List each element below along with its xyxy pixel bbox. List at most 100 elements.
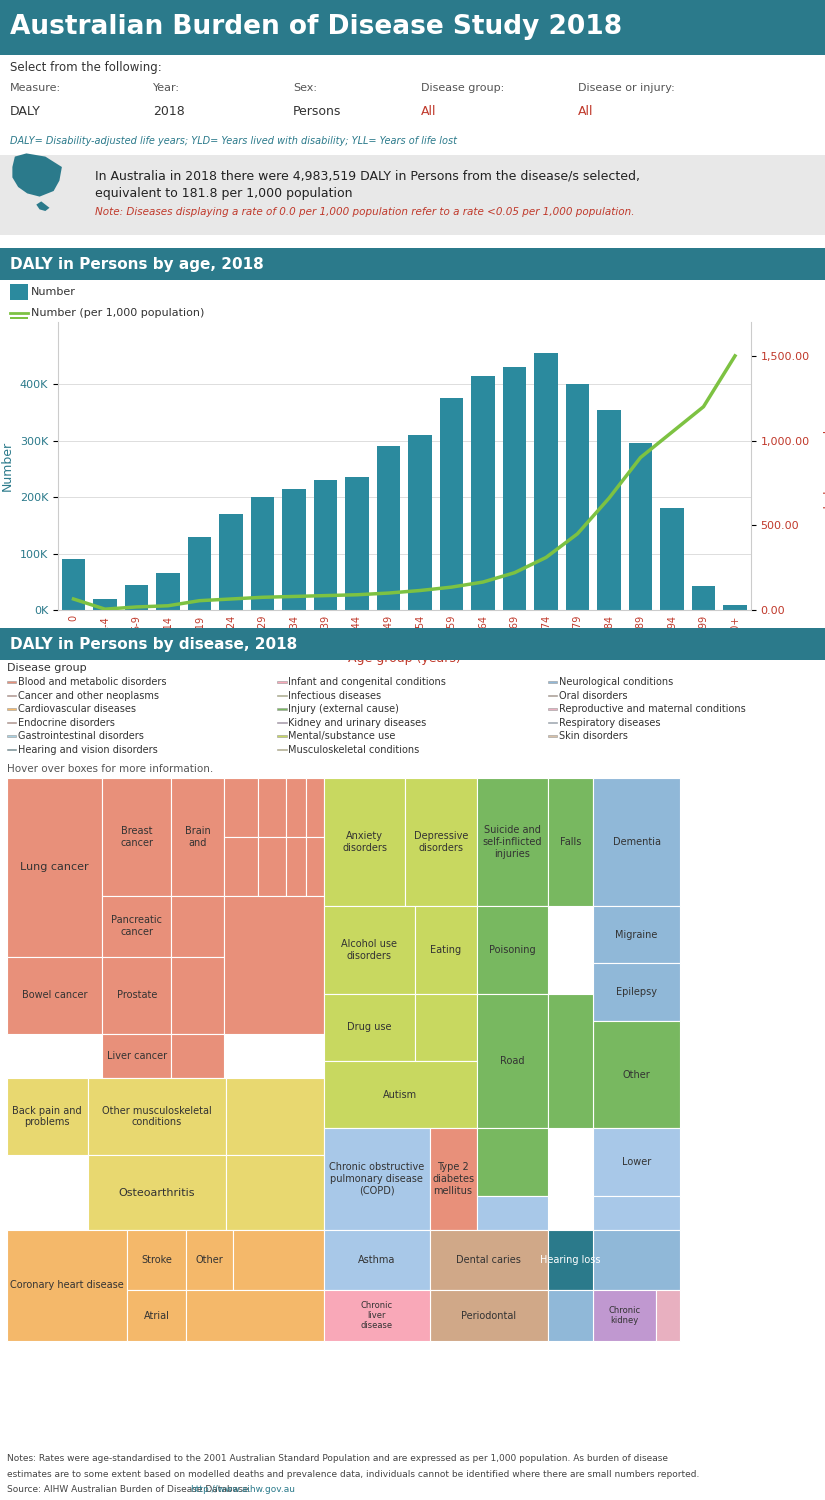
Bar — [258, 837, 285, 896]
Text: Blood and metabolic disorders: Blood and metabolic disorders — [17, 676, 166, 687]
Text: Other: Other — [196, 1256, 224, 1264]
Bar — [415, 993, 477, 1060]
Y-axis label: Number: Number — [1, 441, 14, 491]
X-axis label: Age group (years): Age group (years) — [348, 651, 460, 664]
Bar — [592, 906, 681, 963]
Bar — [566, 384, 589, 610]
Text: Other: Other — [623, 1070, 650, 1080]
Bar — [405, 778, 477, 906]
Bar — [430, 1230, 548, 1290]
Bar — [345, 477, 369, 610]
Text: Cancer and other neoplasms: Cancer and other neoplasms — [17, 690, 158, 700]
Bar — [224, 896, 324, 1034]
Bar — [156, 573, 180, 610]
Bar — [548, 993, 592, 1128]
Bar — [592, 1230, 681, 1290]
Text: Disease or injury:: Disease or injury: — [578, 82, 674, 93]
Bar — [477, 1196, 548, 1230]
Text: Osteoarthritis: Osteoarthritis — [119, 1188, 195, 1197]
Text: Periodontal: Periodontal — [461, 1311, 516, 1320]
Text: Measure:: Measure: — [10, 82, 61, 93]
Bar — [10, 316, 28, 318]
Text: Eating: Eating — [430, 945, 461, 956]
Text: Dental caries: Dental caries — [456, 1256, 521, 1264]
Text: Chronic
liver
disease: Chronic liver disease — [361, 1300, 393, 1330]
Bar — [277, 681, 287, 682]
Bar — [592, 1196, 681, 1230]
Bar — [7, 1230, 127, 1341]
Bar — [440, 398, 464, 610]
Text: Hearing loss: Hearing loss — [540, 1256, 601, 1264]
Text: Type 2
diabetes
mellitus: Type 2 diabetes mellitus — [432, 1162, 474, 1196]
Bar — [224, 778, 258, 837]
Bar — [592, 1290, 656, 1341]
Bar — [93, 598, 117, 610]
Text: Migraine: Migraine — [615, 930, 658, 939]
Text: Pancreatic
cancer: Pancreatic cancer — [111, 915, 163, 938]
Text: Endocrine disorders: Endocrine disorders — [17, 717, 115, 728]
Text: Breast
cancer: Breast cancer — [120, 827, 153, 848]
Bar — [477, 906, 548, 993]
Text: Bowel cancer: Bowel cancer — [21, 990, 87, 1000]
Text: Disease group:: Disease group: — [421, 82, 504, 93]
Bar — [548, 722, 558, 723]
Text: Autism: Autism — [384, 1090, 417, 1100]
Bar — [127, 1290, 186, 1341]
Bar — [188, 537, 211, 610]
Text: Number (per 1,000 population): Number (per 1,000 population) — [31, 308, 205, 318]
Bar — [226, 1155, 324, 1230]
Bar — [186, 1230, 233, 1290]
Text: Other musculoskeletal
conditions: Other musculoskeletal conditions — [102, 1106, 212, 1128]
Text: Cardiovascular diseases: Cardiovascular diseases — [17, 704, 135, 714]
Bar — [172, 957, 224, 1034]
Text: Lower: Lower — [622, 1156, 651, 1167]
Text: Atrial: Atrial — [144, 1311, 169, 1320]
Text: Kidney and urinary diseases: Kidney and urinary diseases — [288, 717, 427, 728]
Bar — [306, 837, 324, 896]
Text: Epilepsy: Epilepsy — [616, 987, 657, 998]
Text: DALY: DALY — [10, 105, 40, 118]
Bar — [724, 606, 747, 610]
Bar — [314, 480, 337, 610]
Bar — [102, 1034, 172, 1078]
Bar — [548, 1230, 592, 1290]
Polygon shape — [12, 153, 62, 197]
Bar — [548, 681, 558, 682]
Text: Infectious diseases: Infectious diseases — [288, 690, 381, 700]
Bar — [629, 444, 653, 610]
Text: Stroke: Stroke — [141, 1256, 172, 1264]
Bar — [535, 352, 558, 610]
Text: Skin disorders: Skin disorders — [559, 730, 628, 741]
Bar — [7, 681, 16, 682]
Text: Prostate: Prostate — [116, 990, 157, 1000]
Bar — [277, 735, 287, 736]
Bar — [592, 963, 681, 1020]
Bar — [377, 446, 400, 610]
Text: Alcohol use
disorders: Alcohol use disorders — [342, 939, 398, 960]
Text: http://www.aihw.gov.au: http://www.aihw.gov.au — [191, 1485, 295, 1494]
Text: Anxiety
disorders: Anxiety disorders — [342, 831, 387, 854]
Bar — [324, 1290, 430, 1341]
Bar — [226, 1078, 324, 1155]
Bar — [7, 735, 16, 736]
Text: Infant and congenital conditions: Infant and congenital conditions — [288, 676, 446, 687]
Text: Falls: Falls — [559, 837, 581, 848]
Bar — [548, 735, 558, 736]
Bar — [277, 694, 287, 696]
Text: Road: Road — [500, 1056, 525, 1066]
Bar — [691, 586, 715, 610]
Bar — [592, 778, 681, 906]
Polygon shape — [36, 201, 50, 211]
Bar — [471, 375, 495, 610]
Bar — [251, 496, 274, 610]
Text: All: All — [421, 105, 436, 118]
Bar — [285, 778, 306, 837]
Text: Chronic obstructive
pulmonary disease
(COPD): Chronic obstructive pulmonary disease (C… — [329, 1162, 424, 1196]
Text: Notes: Rates were age-standardised to the 2001 Australian Standard Population an: Notes: Rates were age-standardised to th… — [7, 1455, 667, 1464]
Text: Chronic
kidney: Chronic kidney — [608, 1306, 640, 1324]
Text: Gastrointestinal disorders: Gastrointestinal disorders — [17, 730, 144, 741]
Bar — [597, 410, 620, 610]
Bar — [548, 778, 592, 906]
Text: Sex:: Sex: — [293, 82, 317, 93]
Text: Suicide and
self-inflicted
injuries: Suicide and self-inflicted injuries — [483, 825, 542, 858]
